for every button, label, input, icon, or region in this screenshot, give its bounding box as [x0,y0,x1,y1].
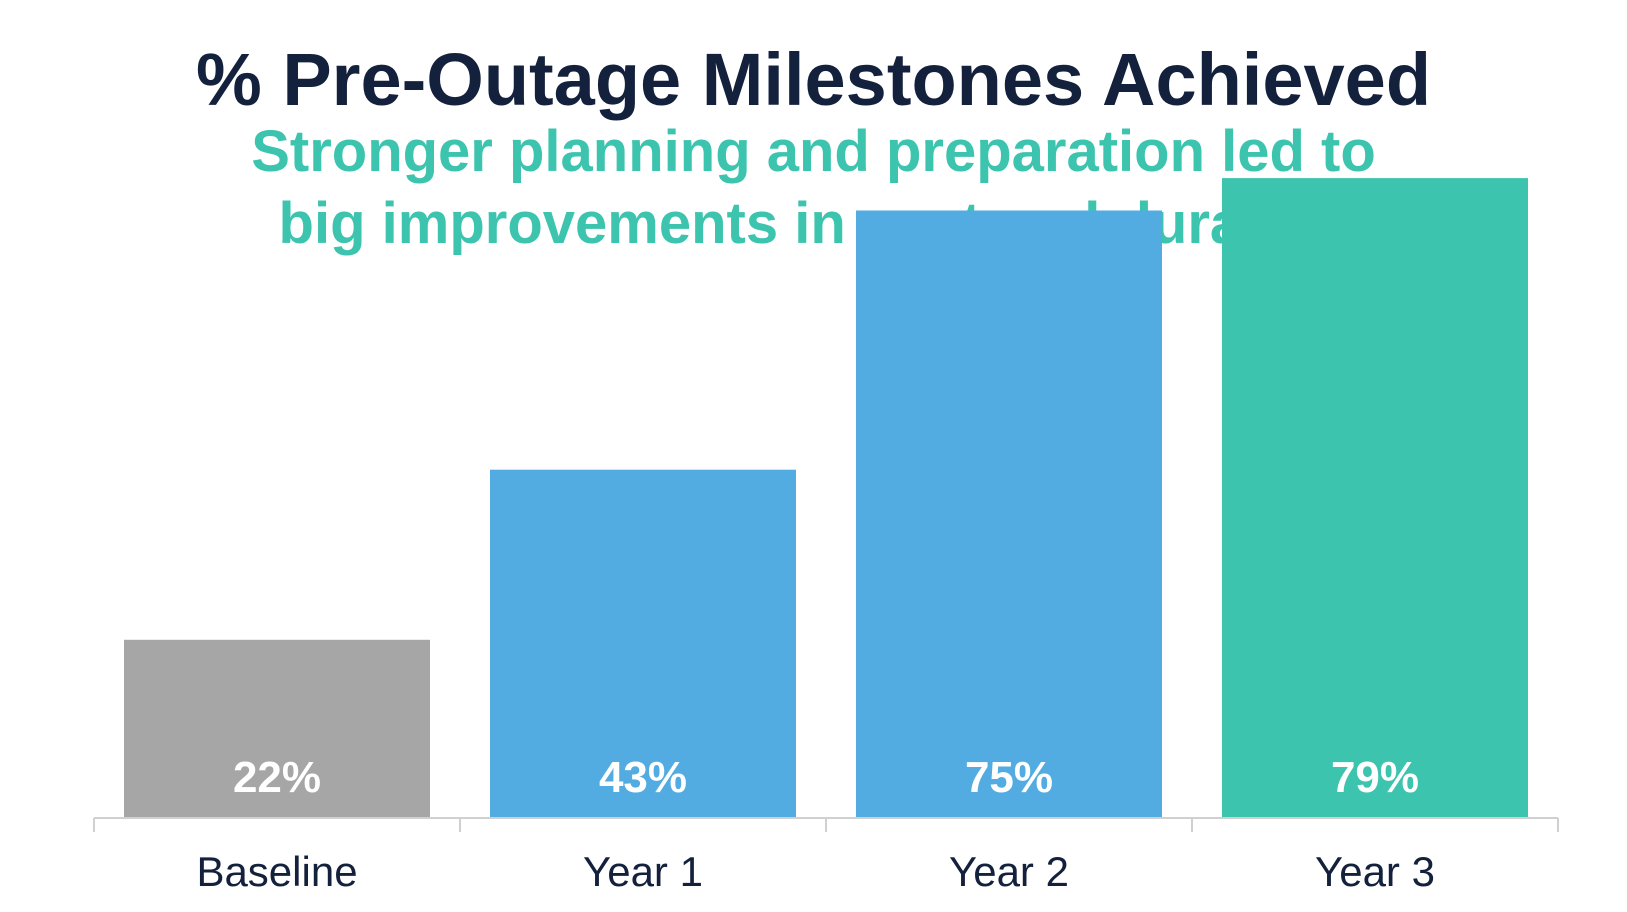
subtitle-line-2: big improvements in cost and duration [278,191,1349,256]
chart-title: % Pre-Outage Milestones Achieved [195,38,1432,121]
x-tick-label: Year 1 [583,848,703,895]
x-axis [93,817,1559,832]
bar-year-1 [490,469,796,818]
x-tick-label: Baseline [196,848,357,895]
bar-year-2 [856,210,1162,818]
labels-layer: 22% Baseline 43% Year 1 75% Year 2 79% Year 3 [196,753,1435,895]
x-tick-label: Year 2 [949,848,1069,895]
data-label: 43% [599,753,687,802]
data-label: 22% [233,753,321,802]
bar-year-3 [1222,178,1528,819]
subtitle-line-1: Stronger planning and preparation led to [251,119,1376,184]
chart-subtitle: Stronger planning and preparation led to… [0,116,1627,260]
x-tick-label: Year 3 [1315,848,1435,895]
data-label: 75% [965,753,1053,802]
data-label: 79% [1331,753,1419,802]
bars-layer [124,178,1528,819]
bar-baseline [124,639,430,818]
